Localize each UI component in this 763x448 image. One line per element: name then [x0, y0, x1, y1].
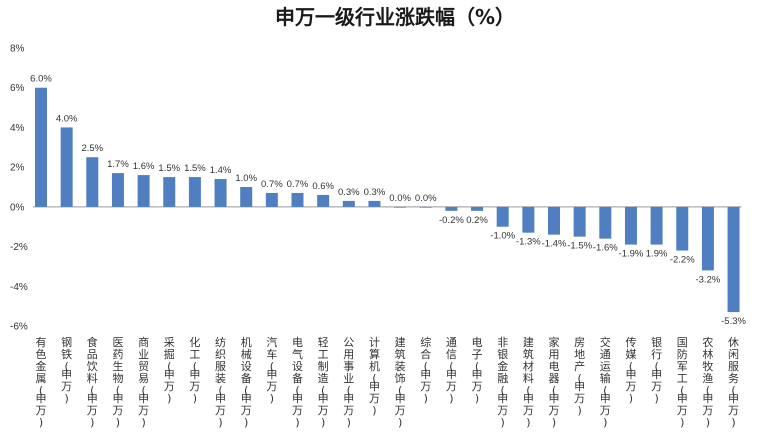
category-label: 计算机(申万): [369, 336, 380, 417]
bars: [35, 87, 740, 313]
y-tick-label: -4%: [10, 282, 28, 293]
data-label: -3.2%: [695, 274, 720, 285]
bar: [111, 173, 124, 207]
bar: [419, 206, 432, 208]
category-label: 银行(申万): [651, 335, 662, 405]
data-label: 0.3%: [338, 187, 360, 198]
bar: [471, 206, 484, 211]
data-label: -1.0%: [490, 231, 515, 242]
bar: [137, 175, 150, 207]
bar: [599, 206, 612, 239]
bar: [624, 206, 637, 245]
category-label: 国防军工(申万): [677, 336, 688, 429]
y-tick-label: -2%: [10, 242, 28, 253]
y-tick-label: 8%: [10, 44, 25, 55]
data-label: -1.9%: [619, 249, 644, 260]
category-label: 钢铁(申万): [61, 336, 72, 405]
data-label: 4.0%: [56, 113, 78, 124]
data-label: -1.5%: [567, 241, 592, 252]
data-label: -1.4%: [542, 239, 567, 250]
bar: [163, 177, 176, 207]
data-label: -2.2%: [670, 255, 695, 266]
category-label: 交通运输(申万): [600, 335, 611, 429]
y-tick-label: 2%: [10, 163, 25, 174]
bar: [394, 206, 407, 208]
category-label: 电气设备(申万): [292, 336, 303, 429]
bar: [291, 192, 304, 207]
bar: [342, 200, 355, 207]
category-label: 综合(申万): [420, 335, 431, 405]
bar: [368, 200, 381, 207]
data-label: 0.7%: [261, 179, 283, 190]
category-labels: 有色金属(申万) 钢铁(申万) 食品饮料(申万) 医药生物(申万) 商业贸易(申万) 采掘…: [36, 335, 740, 429]
data-labels: 6.0%4.0%2.5%1.7% 1.6% 1.5% 1.5% 1.4%1.0%0.7%…: [30, 74, 746, 327]
data-label: 0.6%: [312, 181, 334, 192]
category-label: 房地产(申万): [574, 336, 585, 417]
bar: [445, 206, 458, 211]
category-label: 电子(申万): [472, 336, 483, 405]
bar: [86, 157, 99, 207]
data-label: 1.9%: [646, 249, 668, 260]
data-label: 1.5%: [158, 163, 180, 174]
category-label: 采掘(申万): [164, 336, 175, 405]
category-label: 轻工制造(申万): [318, 335, 329, 429]
category-label: 机械设备(申万): [241, 335, 252, 429]
bar: [727, 206, 740, 313]
category-label: 农林牧渔(申万): [702, 335, 713, 429]
bar: [214, 179, 227, 207]
bar: [240, 187, 253, 207]
category-label: 休闲服务(申万): [728, 336, 739, 429]
category-label: 通信(申万): [446, 336, 457, 405]
y-tick-label: -6%: [10, 322, 28, 333]
category-label: 食品饮料(申万): [87, 335, 98, 429]
y-tick-label: 6%: [10, 83, 25, 94]
data-label: -1.3%: [516, 237, 541, 248]
data-label: 1.7%: [107, 159, 129, 170]
data-label: 0.7%: [287, 179, 309, 190]
y-tick-label: 0%: [10, 202, 25, 213]
bar: [265, 192, 278, 207]
data-label: 2.5%: [81, 143, 103, 154]
y-axis-ticks: 8% 6% 4% 2% 0% -2% -4% -6%: [10, 44, 28, 333]
bar: [548, 206, 560, 235]
category-label: 传媒(申万): [625, 336, 636, 405]
category-label: 建筑装饰(申万): [395, 335, 406, 429]
bar: [650, 206, 663, 245]
data-label: -5.3%: [721, 316, 746, 327]
category-label: 医药生物(申万): [112, 336, 123, 429]
bar: [573, 206, 586, 237]
category-label: 商业贸易(申万): [138, 335, 149, 429]
chart-title: 申万一级行业涨跌幅（%）: [275, 5, 515, 29]
category-label: 有色金属(申万): [36, 335, 47, 429]
category-label: 建筑材料(申万): [523, 335, 534, 429]
category-label: 化工(申万): [189, 335, 200, 405]
category-label: 公用事业(申万): [343, 336, 354, 429]
data-label: -0.2%: [439, 215, 464, 226]
data-label: 0.3%: [364, 187, 386, 198]
bar: [522, 206, 535, 233]
category-label: 家用电器(申万): [549, 335, 560, 429]
bar: [701, 206, 714, 271]
data-label: 1.6%: [133, 161, 155, 172]
data-label: 0.0%: [389, 193, 411, 204]
data-label: -1.6%: [593, 243, 618, 254]
bar: [317, 194, 330, 207]
data-label: 1.5%: [184, 163, 206, 174]
category-label: 纺织服装(申万): [215, 335, 226, 429]
bar: [188, 177, 201, 207]
data-label: 0.0%: [415, 193, 437, 204]
bar: [35, 87, 47, 207]
data-label: 1.0%: [235, 173, 257, 184]
category-label: 汽车(申万): [266, 335, 277, 405]
data-label: 1.4%: [210, 165, 232, 176]
bar: [676, 206, 689, 251]
data-label: 0.2%: [466, 215, 488, 226]
category-label: 非银金融(申万): [497, 336, 508, 429]
data-label: 6.0%: [30, 74, 52, 85]
y-tick-label: 4%: [10, 123, 25, 134]
bar: [496, 206, 509, 227]
bar: [60, 127, 73, 207]
